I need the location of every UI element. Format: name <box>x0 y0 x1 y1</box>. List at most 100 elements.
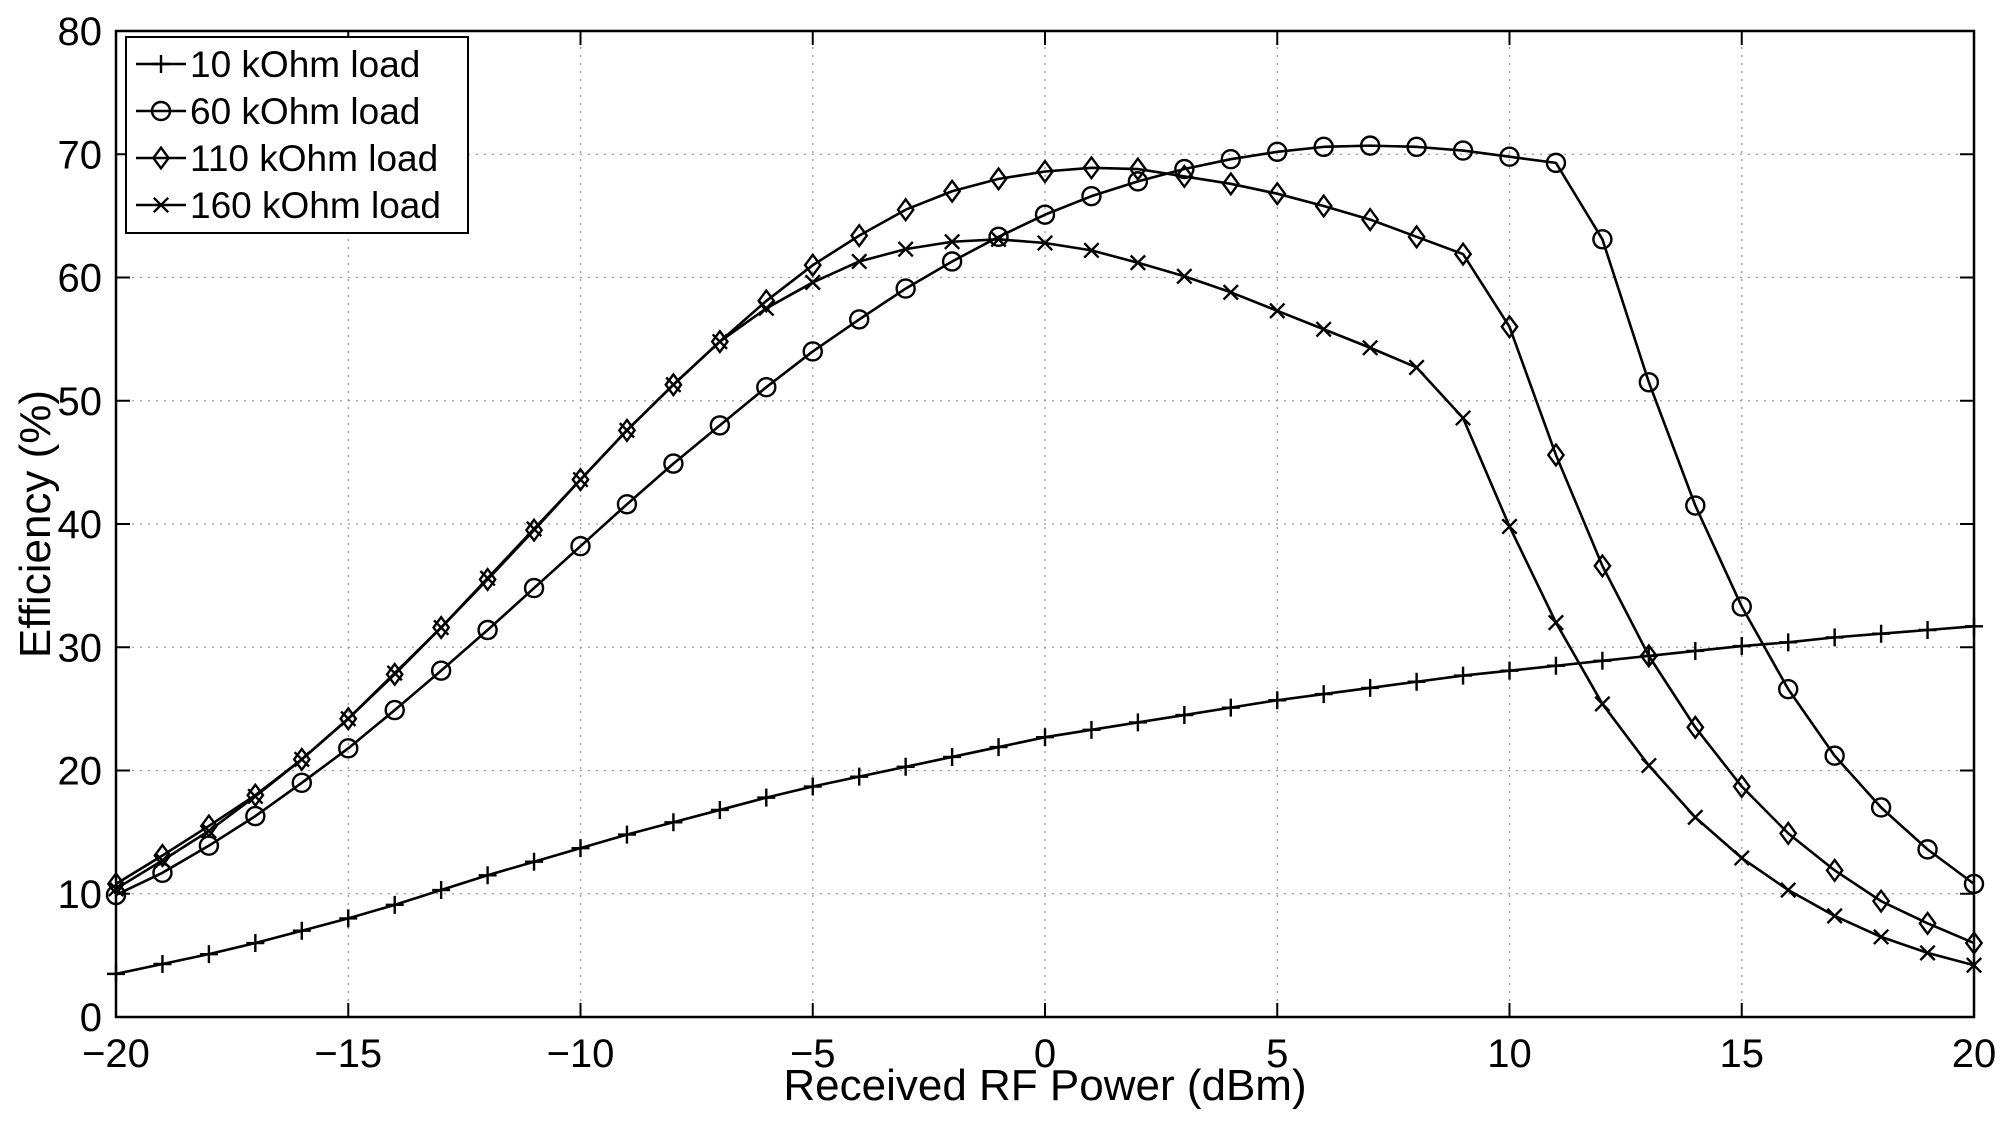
data-point <box>199 945 218 964</box>
data-point <box>1918 620 1937 639</box>
data-point <box>803 777 822 796</box>
data-point <box>1036 728 1054 747</box>
data-point <box>430 660 452 681</box>
x-tick-label: −15 <box>314 1032 382 1076</box>
data-point <box>1036 234 1054 252</box>
data-point <box>1221 171 1240 197</box>
data-point <box>803 252 822 278</box>
data-point <box>1127 171 1149 192</box>
data-point <box>896 197 915 223</box>
data-point <box>1082 720 1101 739</box>
series-10-kohm-load <box>107 617 1983 983</box>
data-point <box>1825 628 1844 647</box>
data-point <box>153 955 172 974</box>
y-tick-label: 50 <box>58 380 103 424</box>
data-point <box>571 839 590 858</box>
data-point <box>990 231 1007 248</box>
grid <box>116 31 1974 1017</box>
data-point <box>1873 928 1890 945</box>
data-point <box>989 166 1008 192</box>
data-point <box>1268 691 1287 710</box>
data-point <box>1406 136 1427 158</box>
data-point <box>1686 641 1705 660</box>
data-point <box>1408 359 1425 376</box>
y-tick-label: 60 <box>58 257 103 301</box>
legend-marker-circle <box>150 100 172 122</box>
data-point <box>850 223 869 248</box>
data-point <box>523 577 545 599</box>
data-point <box>1035 159 1055 184</box>
data-point <box>617 825 636 844</box>
legend-item-110kohm: 110 kOhm load <box>136 138 438 179</box>
data-point <box>246 934 265 953</box>
data-point <box>1454 666 1473 685</box>
data-point <box>1083 242 1100 259</box>
data-point <box>1870 797 1892 818</box>
data-point <box>339 909 358 928</box>
data-point <box>525 852 544 871</box>
data-point <box>1269 302 1286 319</box>
legend-marker-diamond <box>151 145 171 171</box>
y-tick-label: 40 <box>58 503 103 547</box>
y-tick-label: 0 <box>80 996 102 1040</box>
data-point <box>433 619 450 636</box>
data-point <box>1499 146 1520 167</box>
data-point <box>804 274 821 291</box>
data-point <box>1685 495 1706 516</box>
data-point <box>1315 321 1332 338</box>
data-point <box>293 751 310 768</box>
data-point <box>1686 714 1705 740</box>
data-point <box>1174 158 1195 180</box>
data-point <box>757 788 776 807</box>
data-point <box>384 699 405 721</box>
x-tick-label: 15 <box>1720 1032 1765 1076</box>
data-point <box>1359 135 1381 156</box>
data-point <box>1593 553 1612 579</box>
data-point <box>849 309 870 330</box>
data-point <box>1455 409 1472 427</box>
data-point <box>665 376 682 393</box>
data-point <box>1453 241 1473 267</box>
data-point <box>618 422 635 439</box>
data-point <box>1546 442 1566 468</box>
data-point <box>292 921 311 940</box>
y-tick-label: 20 <box>58 750 103 794</box>
data-point <box>478 567 497 592</box>
data-point <box>1593 651 1612 670</box>
data-point <box>1221 698 1240 717</box>
data-point <box>1082 155 1101 181</box>
data-point <box>942 178 962 204</box>
data-point <box>1687 809 1704 826</box>
y-tick-label: 10 <box>58 873 103 917</box>
data-point <box>1546 656 1565 675</box>
data-point <box>1176 268 1193 285</box>
data-point <box>1917 839 1938 860</box>
data-point <box>896 757 915 776</box>
data-point <box>1313 136 1334 158</box>
data-point <box>1826 907 1843 924</box>
x-tick-label: 5 <box>1266 1032 1288 1076</box>
legend: 10 kOhm load 60 kOhm load 110 kOhm load … <box>125 36 469 234</box>
data-point <box>1592 229 1613 250</box>
data-point <box>154 852 171 869</box>
data-point <box>199 813 219 839</box>
data-point <box>943 747 962 766</box>
data-point <box>850 767 869 786</box>
x-axis-label: Received RF Power (dBm) <box>783 1061 1306 1110</box>
data-point <box>664 813 683 832</box>
x-tick-label: −20 <box>82 1032 150 1076</box>
data-point <box>1361 207 1380 232</box>
data-point <box>709 415 731 436</box>
data-point <box>1545 152 1567 174</box>
data-point <box>1777 678 1799 700</box>
x-tick-label: −10 <box>547 1032 615 1076</box>
x-tick-label: 20 <box>1952 1032 1997 1076</box>
data-point <box>477 619 498 641</box>
data-point <box>989 738 1008 757</box>
data-point <box>1128 156 1148 182</box>
data-point <box>1362 339 1379 356</box>
data-point <box>1314 685 1333 704</box>
x-tick-label: −5 <box>790 1032 836 1076</box>
data-point <box>1407 224 1426 250</box>
data-point <box>1594 695 1611 712</box>
